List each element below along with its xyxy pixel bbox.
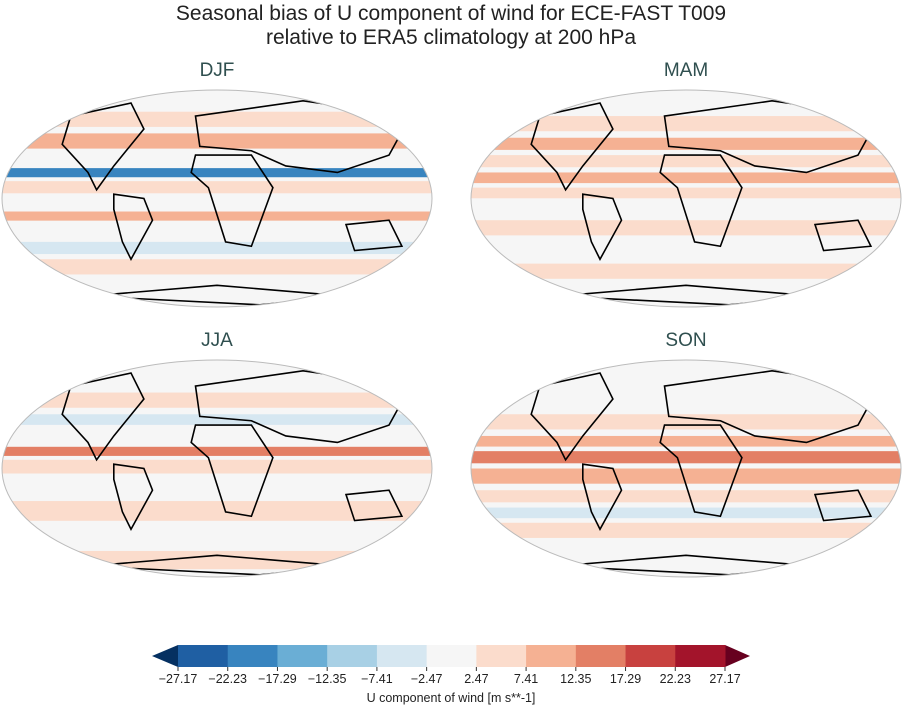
coastline	[582, 463, 623, 531]
map-son	[470, 359, 902, 578]
bias-band	[2, 280, 432, 292]
coastline	[530, 102, 614, 192]
colorbar-tick-label: 22.23	[660, 672, 691, 686]
colorbar-segment	[625, 645, 676, 667]
bias-band	[471, 172, 901, 184]
panel-title-son: SON	[665, 330, 707, 351]
map-djf	[1, 89, 433, 308]
panel-title-jja: JJA	[201, 330, 233, 351]
bias-band	[471, 155, 901, 168]
colorbar-under-arrow	[152, 645, 178, 667]
coastline	[659, 154, 743, 248]
bias-band	[2, 224, 432, 237]
bias-band	[471, 451, 901, 464]
bias-band	[2, 181, 432, 194]
colorbar-tick-label: −27.17	[159, 672, 198, 686]
map-jja	[1, 359, 433, 578]
colorbar-tick-label: −7.41	[361, 672, 393, 686]
map-border	[470, 89, 902, 308]
colorbar-tick-label: −22.23	[208, 672, 247, 686]
coastline	[813, 489, 873, 522]
coastline	[190, 154, 274, 248]
coastline	[113, 463, 154, 531]
map-border	[1, 359, 433, 578]
bias-band	[2, 446, 432, 456]
bias-band	[471, 435, 901, 447]
bias-band	[2, 414, 432, 425]
bias-band	[471, 468, 901, 484]
bias-band	[2, 459, 432, 474]
colorbar-tick-label: 7.41	[514, 672, 538, 686]
colorbar-segment	[227, 645, 278, 667]
bias-band	[2, 529, 432, 545]
colorbar-segment	[277, 645, 328, 667]
coastline	[61, 102, 145, 192]
colorbar-tick-label: −17.29	[258, 672, 297, 686]
colorbar-tick-label: −2.47	[411, 672, 443, 686]
colorbar-segment	[178, 645, 229, 667]
bias-band	[471, 202, 901, 215]
bias-band	[471, 507, 901, 519]
coastline	[813, 219, 873, 252]
bias-band	[2, 241, 432, 255]
map-border	[470, 359, 902, 578]
bias-band	[471, 490, 901, 503]
bias-band	[2, 133, 432, 149]
bias-band	[471, 392, 901, 408]
panel-title-djf: DJF	[199, 60, 235, 81]
map-panels	[1, 89, 902, 578]
colorbar-tick-label: 27.17	[709, 672, 740, 686]
coastline	[344, 219, 404, 252]
bias-band	[471, 241, 901, 258]
coastline	[113, 193, 154, 261]
colorbar-label: U component of wind [m s**-1]	[367, 691, 536, 705]
colorbar-segment	[675, 645, 726, 667]
colorbar-tick-label: 2.47	[464, 672, 488, 686]
bias-band	[2, 392, 432, 408]
colorbar-segment	[376, 645, 428, 667]
colorbar-tick-label: 12.35	[560, 672, 591, 686]
figure-title-line2: relative to ERA5 climatology at 200 hPa	[265, 26, 637, 49]
colorbar-tick-label: 17.29	[610, 672, 641, 686]
coastline	[530, 372, 614, 462]
bias-band	[471, 263, 901, 279]
bias-band	[2, 259, 432, 275]
bias-band	[2, 111, 432, 127]
coastline	[344, 489, 404, 522]
panel-title-mam: MAM	[663, 60, 709, 81]
bias-band	[2, 429, 432, 442]
bias-band	[471, 414, 901, 430]
bias-band	[471, 220, 901, 236]
coastline	[582, 193, 623, 261]
coastline	[190, 424, 274, 518]
map-mam	[470, 89, 902, 308]
colorbar-segment	[476, 645, 527, 667]
colorbar-segment	[526, 645, 577, 667]
bias-band	[471, 137, 901, 150]
bias-band	[2, 296, 432, 304]
bias-band	[471, 116, 901, 132]
figure-title-line1: Seasonal bias of U component of wind for…	[175, 2, 727, 25]
colorbar-segment	[426, 645, 477, 667]
bias-band	[471, 522, 901, 538]
colorbar-segment	[575, 645, 627, 667]
coastline	[61, 372, 145, 462]
bias-band	[2, 501, 432, 521]
map-border	[1, 89, 433, 308]
bias-band	[2, 168, 432, 178]
colorbar-segment	[327, 645, 378, 667]
colorbar-tick-label: −12.35	[308, 672, 347, 686]
bias-band	[471, 187, 901, 199]
bias-band	[2, 155, 432, 165]
colorbar-over-arrow	[725, 645, 750, 667]
bias-band	[2, 198, 432, 208]
coastline	[659, 424, 743, 518]
